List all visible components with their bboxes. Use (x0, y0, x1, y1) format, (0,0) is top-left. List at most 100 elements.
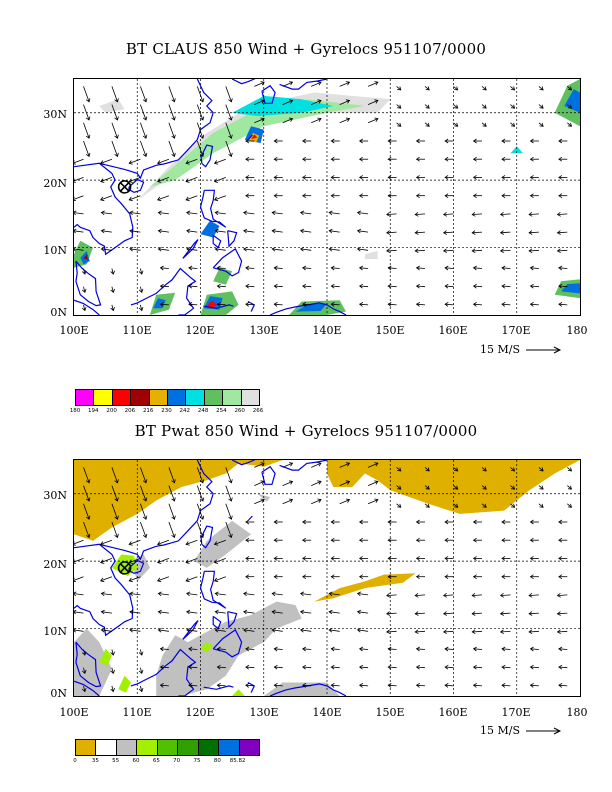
wind-vector-shaft (196, 140, 204, 157)
wind-vector (186, 228, 198, 234)
wind-vector-shaft (225, 86, 232, 102)
wind-vector-shaft (558, 267, 568, 269)
wind-vector (358, 574, 369, 580)
wind-vector-head (471, 592, 476, 598)
wind-vector (424, 104, 430, 109)
wind-vector (529, 574, 539, 580)
wind-vector-shaft (129, 576, 141, 582)
wind-vector (271, 246, 283, 252)
wind-vector-shaft (83, 503, 90, 520)
wind-vector-head (85, 98, 91, 103)
wind-vector (444, 683, 454, 688)
wind-vector-shaft (274, 267, 283, 269)
wind-vector-head (442, 629, 447, 635)
wind-vector-head (110, 651, 115, 656)
wind-vector-shaft (215, 593, 226, 596)
wind-vector (444, 193, 454, 199)
wind-vector-head (302, 537, 307, 543)
wind-vector-head (444, 175, 449, 180)
wind-vector (245, 175, 255, 180)
wind-vector (214, 609, 226, 615)
colorbar-swatch (186, 390, 205, 405)
wind-vector-shaft (331, 666, 340, 669)
wind-vector-head (387, 302, 392, 307)
wind-vector (243, 591, 255, 597)
wind-vector-head (501, 683, 506, 688)
wind-vector (501, 175, 511, 180)
wind-vector-head (273, 156, 278, 162)
wind-vector-head (414, 230, 419, 235)
wind-vector-shaft (331, 267, 340, 269)
wind-vector (339, 480, 351, 486)
wind-vector-shaft (74, 158, 84, 164)
wind-vector-shaft (331, 285, 340, 288)
wind-vector (330, 138, 340, 144)
wind-vector-shaft (83, 485, 90, 502)
wind-vector-shaft (388, 267, 397, 269)
panel2-xtick: 110E (122, 706, 152, 719)
wind-vector (558, 574, 568, 580)
wind-vector (216, 683, 226, 688)
wind-vector-shaft (274, 303, 283, 306)
wind-vector-head (415, 302, 420, 307)
wind-vector-shaft (472, 612, 483, 615)
wind-vector (339, 81, 351, 87)
wind-vector-shaft (188, 267, 198, 269)
pwat-map-panel (73, 459, 581, 697)
wind-vector-shaft (386, 612, 397, 615)
wind-vector (415, 664, 426, 670)
wind-vector-shaft (302, 285, 312, 288)
wind-vector (186, 246, 198, 252)
wind-vector (311, 498, 322, 505)
wind-vector-head (454, 104, 459, 109)
wind-vector-head (186, 627, 191, 633)
wind-vector (196, 122, 205, 139)
panel2-ytick: 0N (50, 687, 67, 700)
wind-vector-shaft (557, 231, 568, 234)
wind-vector-head (444, 156, 449, 162)
colorbar-label: 206 (124, 408, 136, 414)
wind-vector-shaft (415, 612, 426, 615)
wind-vector-shaft (111, 104, 118, 121)
wind-vector-shaft (158, 248, 169, 251)
wind-vector (558, 265, 568, 271)
wind-vector (110, 268, 115, 275)
wind-vector-shaft (83, 667, 86, 674)
wind-vector-head (216, 265, 221, 271)
wind-vector (414, 230, 426, 235)
wind-vector (111, 122, 119, 139)
wind-vector (302, 537, 312, 543)
wind-vector-head (415, 646, 420, 652)
wind-vector-head (74, 160, 76, 165)
wind-vector (367, 81, 379, 87)
wind-vector-head (345, 480, 351, 485)
wind-vector (273, 519, 283, 525)
wind-vector-head (567, 485, 573, 490)
wind-vector-head (558, 537, 563, 543)
wind-vector-head (213, 178, 219, 183)
wind-vector-shaft (367, 100, 379, 105)
wind-vector-shaft (272, 629, 283, 632)
wind-vector-head (114, 134, 119, 139)
wind-vector-head (214, 609, 219, 615)
wind-vector-head (228, 497, 233, 502)
wind-vector-shaft (111, 467, 118, 483)
wind-vector-head (299, 609, 305, 615)
wind-vector-head (472, 265, 477, 271)
wind-vector-head (539, 86, 544, 91)
wind-vector (330, 664, 340, 670)
wind-vector (225, 122, 233, 139)
wind-vector-head (539, 104, 544, 109)
colorbar-label: 75 (193, 758, 201, 764)
wind-vector-shaft (300, 212, 312, 215)
wind-vector-shaft (530, 684, 539, 687)
wind-vector (245, 683, 255, 688)
wind-vector-shaft (558, 648, 568, 650)
wind-vector-head (157, 246, 162, 252)
wind-vector-head (472, 156, 477, 162)
wind-vector-shaft (111, 304, 114, 311)
wind-vector (159, 683, 169, 688)
wind-vector (472, 175, 482, 180)
wind-vector (186, 609, 198, 615)
wind-vector (499, 629, 511, 635)
